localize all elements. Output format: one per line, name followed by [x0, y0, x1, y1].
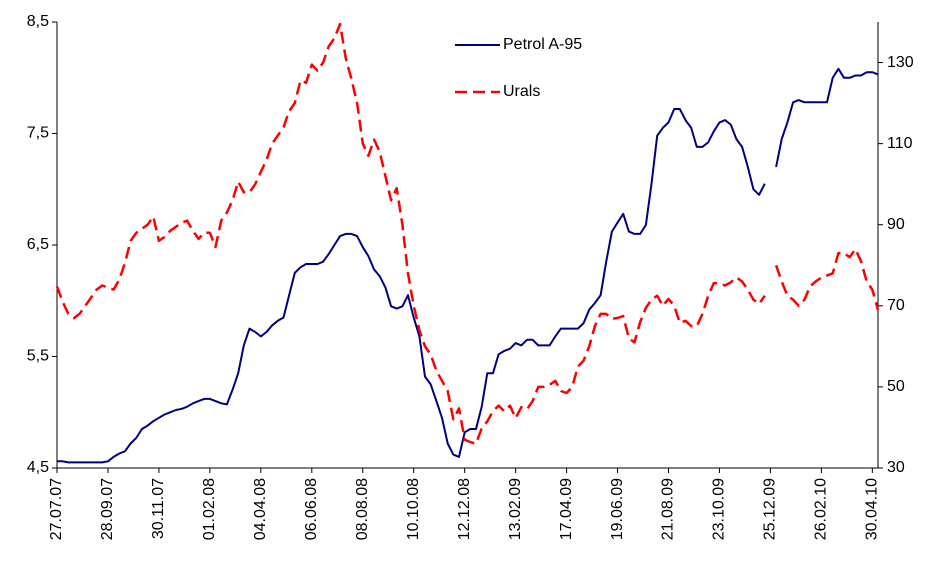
y2-tick-label: 70 — [887, 297, 905, 314]
y-tick-label: 6,5 — [27, 236, 49, 253]
x-tick-label: 26.02.10 — [813, 478, 830, 540]
y2-tick-label: 110 — [887, 135, 913, 152]
x-tick-label: 19.06.09 — [609, 478, 626, 540]
x-tick-label: 12.12.08 — [456, 478, 473, 540]
y2-tick-label: 90 — [887, 216, 905, 233]
x-tick-label: 30.04.10 — [864, 478, 881, 540]
series-line — [55, 22, 880, 445]
series-line — [57, 67, 879, 464]
x-tick-label: 10.10.08 — [405, 478, 422, 540]
x-tick-label: 28.09.07 — [99, 478, 116, 540]
y2-tick-label: 130 — [887, 54, 914, 71]
x-tick-label: 08.08.08 — [354, 478, 371, 540]
legend-label: Urals — [503, 83, 540, 100]
x-tick-label: 27.07.07 — [48, 478, 65, 540]
y-tick-label: 4,5 — [27, 459, 49, 476]
x-tick-label: 06.06.08 — [303, 478, 320, 540]
x-tick-label: 25.12.09 — [762, 478, 779, 540]
legend-label: Petrol A-95 — [503, 36, 582, 53]
y-tick-label: 5,5 — [27, 348, 49, 365]
x-tick-label: 17.04.09 — [558, 478, 575, 540]
y2-tick-label: 30 — [887, 459, 905, 476]
x-tick-label: 30.11.07 — [150, 478, 167, 539]
y-tick-label: 8,5 — [27, 13, 49, 30]
x-tick-label: 01.02.08 — [201, 478, 218, 540]
y-tick-label: 7,5 — [27, 125, 49, 142]
x-tick-label: 21.08.09 — [660, 478, 677, 540]
x-tick-label: 23.10.09 — [711, 478, 728, 540]
x-tick-label: 13.02.09 — [507, 478, 524, 540]
x-tick-label: 04.04.08 — [252, 478, 269, 540]
y2-tick-label: 50 — [887, 378, 905, 395]
